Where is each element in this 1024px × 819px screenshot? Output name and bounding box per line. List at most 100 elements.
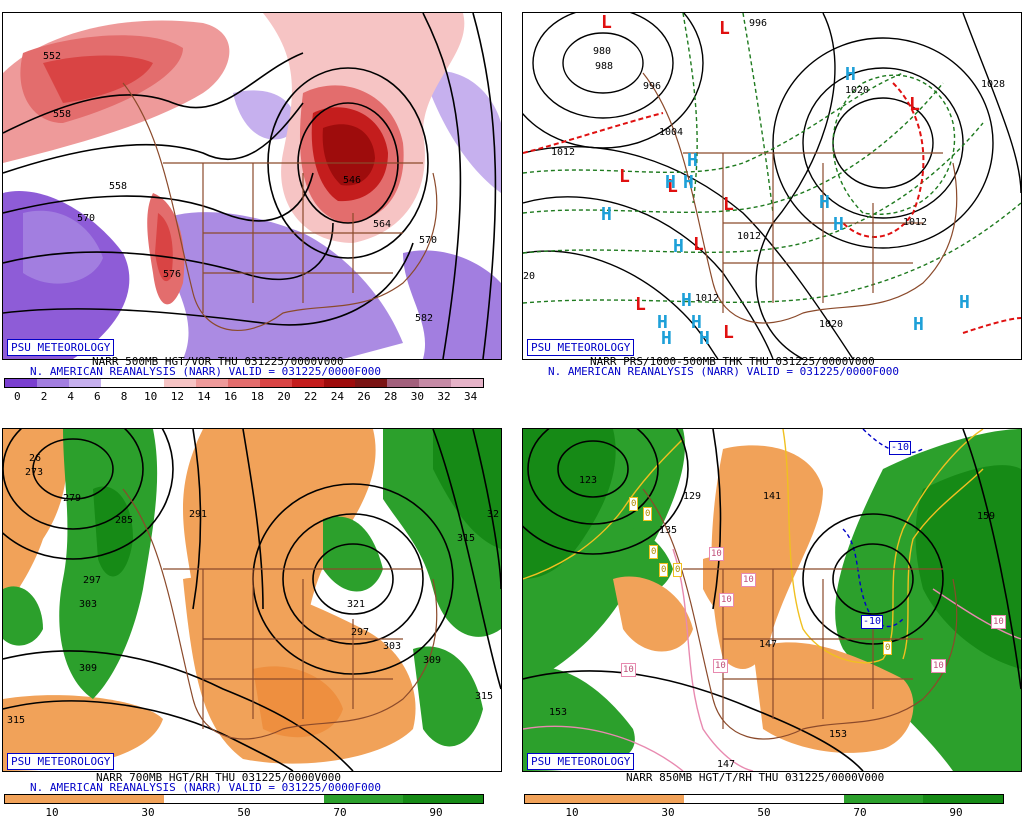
pressure-label-1028: 1028 — [981, 79, 1006, 90]
colorbar-swatch — [204, 795, 244, 803]
contour-label-546: 546 — [343, 175, 362, 186]
height-label-315c: 315 — [475, 691, 494, 702]
psu-badge-4: PSU METEOROLOGY — [527, 753, 635, 770]
height-label-26: 26 — [29, 453, 42, 464]
colorbar-swatch — [291, 379, 324, 387]
colorbar-tick-label: 90 — [949, 806, 963, 819]
colorbar-swatch — [164, 795, 205, 803]
pressure-label-1012b: 1012 — [903, 217, 928, 228]
high-center-2: H — [687, 150, 698, 171]
colorbar-swatch — [100, 379, 133, 387]
colorbar-swatch — [323, 379, 356, 387]
caption-pressure-valid: N. AMERICAN REANALYSIS (NARR) VALID = 03… — [548, 365, 899, 378]
colorbar-swatch — [124, 795, 165, 803]
colorbar-tick-label: 6 — [94, 390, 101, 403]
high-center-14: H — [913, 314, 924, 335]
colorbar-swatch — [44, 795, 85, 803]
colorbar-tick-label: 20 — [277, 390, 291, 403]
height-label-291: 291 — [189, 509, 208, 520]
colorbar-tick-label: 30 — [141, 806, 155, 819]
pressure-label-1020a: 1020 — [845, 85, 870, 96]
colorbar-swatch — [419, 379, 452, 387]
low-center-3: L — [909, 94, 920, 115]
height-label-153b: 153 — [829, 729, 848, 740]
colorbar-swatch — [684, 795, 725, 803]
colorbar-rh-850-ticks: 10 30 50 70 90 — [524, 806, 1002, 819]
colorbar-swatch — [5, 795, 45, 803]
colorbar-tick-label: 0 — [14, 390, 21, 403]
panel-500mb-vorticity: 552 558 558 564 570 576 582 570 546 PSU … — [2, 12, 502, 360]
panel-700mb-rh: 273 279 285 291 297 303 309 315 321 297 … — [2, 428, 502, 772]
colorbar-swatch — [84, 795, 125, 803]
high-center-3: H — [665, 172, 676, 193]
height-label-129: 129 — [683, 491, 702, 502]
colorbar-swatch — [724, 795, 764, 803]
colorbar-swatch — [963, 795, 1003, 803]
colorbar-tick-label: 4 — [67, 390, 74, 403]
high-center-10: H — [657, 312, 668, 333]
colorbar-tick-label: 10 — [45, 806, 59, 819]
height-label-147b: 147 — [717, 759, 736, 770]
colorbar-swatch — [883, 795, 924, 803]
caption-700mb-title: NARR 700MB HGT/RH THU 031225/0000V000 — [96, 771, 342, 784]
colorbar-tick-label: 10 — [565, 806, 579, 819]
height-label-32: 32 — [487, 509, 500, 520]
low-center-1: L — [601, 12, 612, 33]
colorbar-vorticity-ticks: 0 2 4 6 8 10 12 14 16 18 20 22 24 26 28 30 32 34 — [4, 390, 482, 404]
temp-label-0b: 0 — [643, 507, 653, 521]
temp-label-10c: 10 — [719, 593, 734, 607]
psu-badge-3: PSU METEOROLOGY — [7, 753, 115, 770]
psu-badge-2: PSU METEOROLOGY — [527, 339, 635, 356]
colorbar-swatch — [243, 795, 284, 803]
colorbar-tick-label: 12 — [170, 390, 184, 403]
high-center-5: H — [601, 204, 612, 225]
contour-label-552: 552 — [43, 51, 62, 62]
height-label-297b: 297 — [351, 627, 370, 638]
colorbar-tick-label: 10 — [144, 390, 158, 403]
caption-500mb-title: NARR 500MB HGT/VOR THU 031225/0000V000 — [92, 355, 344, 368]
colorbar-swatch — [132, 379, 165, 387]
colorbar-swatch — [5, 379, 37, 387]
colorbar-tick-label: 30 — [410, 390, 424, 403]
height-label-153a: 153 — [549, 707, 568, 718]
colorbar-rh-700-ticks: 10 30 50 70 90 — [4, 806, 482, 819]
colorbar-tick-label: 8 — [120, 390, 128, 403]
high-center-11: H — [691, 312, 702, 333]
colorbar-tick-label: 22 — [304, 390, 318, 403]
pressure-label-20: 20 — [523, 271, 536, 282]
low-center-2: L — [719, 18, 730, 39]
colorbar-swatch — [363, 795, 404, 803]
pressure-label-996b: 996 — [643, 81, 662, 92]
colorbar-swatch — [923, 795, 964, 803]
temp-label-0c: 0 — [649, 545, 659, 559]
height-label-159: 159 — [977, 511, 996, 522]
map-pressure — [523, 13, 1021, 359]
temp-label-10b: 10 — [741, 573, 756, 587]
height-label-321: 321 — [347, 599, 366, 610]
temp-label-0a: 0 — [629, 497, 639, 511]
colorbar-tick-label: 28 — [384, 390, 398, 403]
height-label-309b: 309 — [423, 655, 442, 666]
height-label-285: 285 — [115, 515, 134, 526]
temp-label-10d: 10 — [713, 659, 728, 673]
low-center-4: L — [619, 166, 630, 187]
temp-label-10f: 10 — [931, 659, 946, 673]
height-label-315b: 315 — [457, 533, 476, 544]
high-center-1: H — [845, 64, 856, 85]
colorbar-swatch — [68, 379, 101, 387]
colorbar-swatch — [164, 379, 197, 387]
colorbar-rh-850 — [524, 794, 1004, 804]
temp-label-neg10a: -10 — [889, 441, 912, 455]
panel-sfc-pressure-thickness: 996 980 988 996 1004 1012 1020 1028 1012… — [522, 12, 1022, 360]
colorbar-swatch — [564, 795, 605, 803]
colorbar-swatch — [36, 379, 69, 387]
high-center-12: H — [661, 328, 672, 349]
low-center-7: L — [693, 234, 704, 255]
colorbar-swatch — [525, 795, 565, 803]
temp-label-0d: 0 — [659, 563, 669, 577]
colorbar-tick-label: 34 — [464, 390, 478, 403]
temp-label-neg10b: -10 — [861, 615, 884, 629]
colorbar-swatch — [283, 795, 324, 803]
colorbar-swatch — [843, 795, 884, 803]
colorbar-tick-label: 16 — [224, 390, 238, 403]
